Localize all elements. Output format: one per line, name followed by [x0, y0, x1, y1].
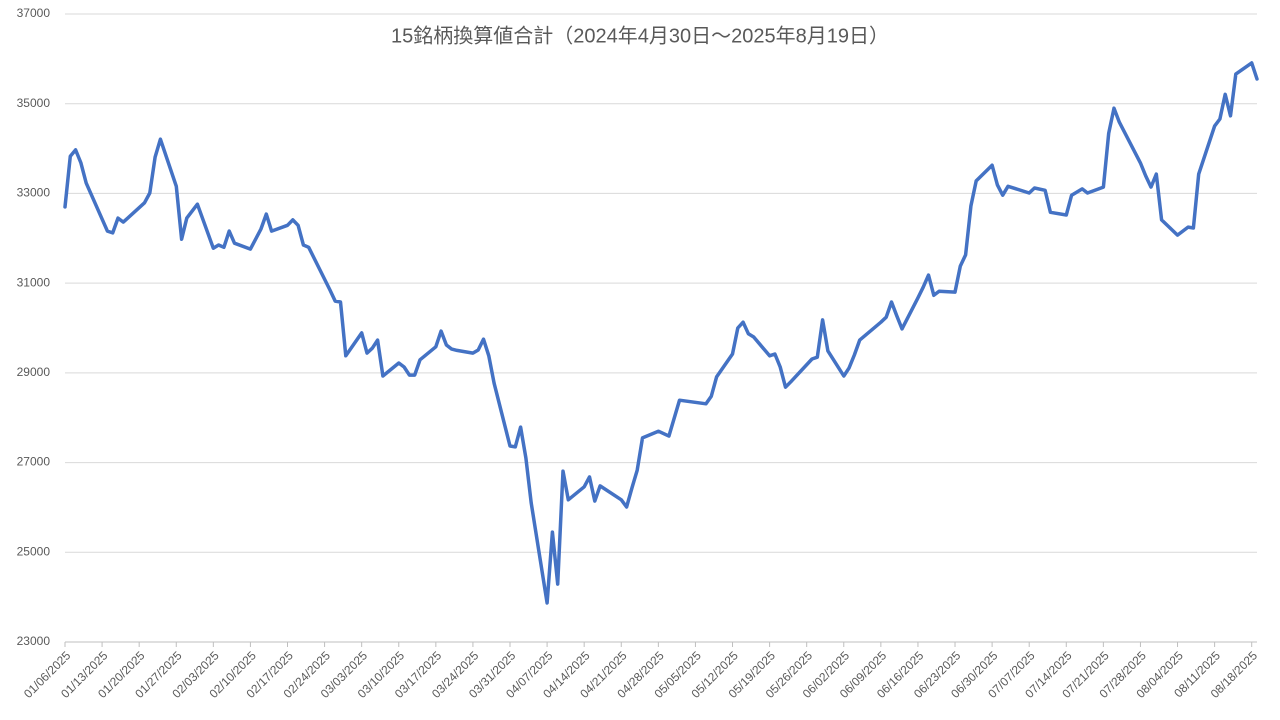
- y-tick-label: 27000: [17, 455, 51, 469]
- chart-title: 15銘柄換算値合計（2024年4月30日～2025年8月19日）: [391, 24, 889, 47]
- y-tick-label: 35000: [17, 96, 51, 110]
- line-series: [63, 61, 1259, 605]
- y-tick-label: 29000: [17, 365, 51, 379]
- y-tick-label: 33000: [17, 186, 51, 200]
- y-tick-label: 37000: [17, 6, 51, 20]
- y-tick-label: 25000: [17, 544, 51, 558]
- y-tick-label: 31000: [17, 275, 51, 289]
- y-tick-label: 23000: [17, 634, 51, 648]
